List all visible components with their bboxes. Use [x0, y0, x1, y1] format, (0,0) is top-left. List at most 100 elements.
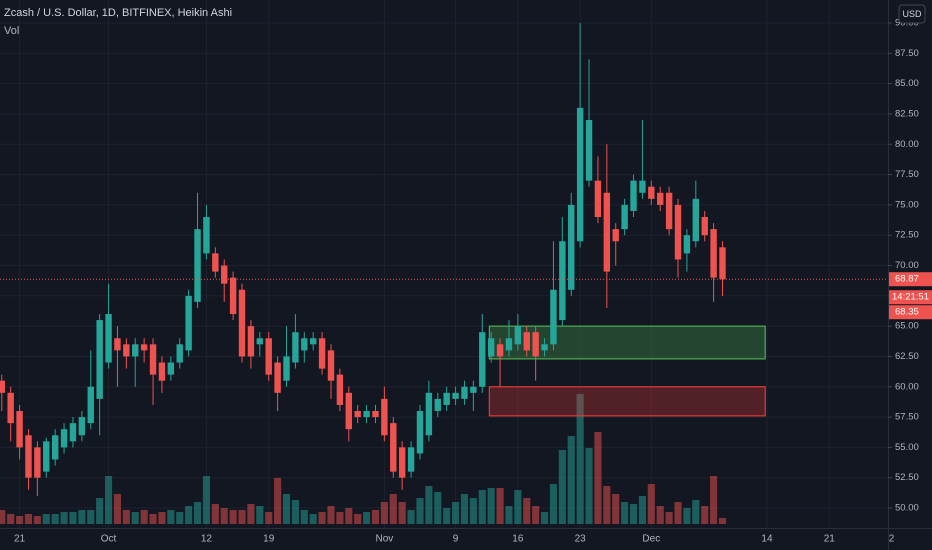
candle-body [487, 338, 495, 357]
candle-body [559, 241, 566, 321]
axes: 50.0052.5055.0057.5060.0062.5065.0067.50… [14, 18, 932, 545]
volume-bar [523, 498, 531, 524]
candle-body [60, 429, 68, 448]
countdown-box [889, 290, 932, 305]
volume-bar [621, 502, 629, 524]
volume-bar [300, 510, 308, 524]
candle-body [43, 441, 50, 472]
volume-bar [33, 516, 41, 524]
volume-bar [274, 478, 282, 524]
volume-bar [229, 510, 237, 524]
candle-body [203, 217, 210, 254]
candle-body [167, 362, 175, 375]
x-tick-label: 21 [14, 534, 26, 545]
candle-body [665, 192, 673, 230]
candle-body [274, 362, 281, 393]
volume-bar [96, 498, 104, 524]
volume-bar [0, 510, 6, 524]
candle-body [719, 247, 726, 280]
candle-body [621, 204, 628, 230]
volume-bar [407, 510, 415, 524]
volume-bar [131, 512, 139, 524]
candle-body [585, 120, 593, 181]
candle-body [327, 350, 335, 381]
candle-body [630, 180, 637, 211]
volume-bar [327, 506, 335, 524]
candle-body [114, 338, 121, 351]
candle-body [96, 320, 103, 399]
y-tick-label: 77.50 [895, 169, 919, 180]
volume-bar [692, 500, 700, 524]
candle-body [372, 411, 379, 418]
volume-bar [122, 510, 130, 524]
candle-body [336, 374, 344, 405]
last-price-box [889, 272, 932, 287]
volume-bar [193, 502, 202, 524]
candle-body [683, 235, 691, 254]
candle-body [309, 338, 317, 345]
candle-body [479, 332, 486, 387]
candle-body [176, 344, 183, 363]
x-tick-label: 23 [575, 534, 587, 545]
candle-body [221, 265, 228, 284]
candle-body [612, 229, 619, 242]
candle-body [78, 417, 86, 436]
volume-bar [354, 514, 362, 524]
candle-body [692, 198, 700, 242]
candle-body [541, 344, 548, 351]
volume-bar [60, 512, 68, 524]
volume-bar [113, 494, 122, 524]
candle-body [185, 295, 192, 351]
candle-body [292, 332, 299, 363]
y-tick-label: 72.50 [895, 230, 919, 241]
volume-bar [718, 518, 727, 524]
candle-body [398, 447, 406, 478]
x-tick-label: 9 [453, 534, 459, 545]
candle-body [425, 392, 433, 436]
y-tick-label: 80.00 [895, 139, 919, 150]
currency[interactable]: USD [902, 9, 922, 19]
volume-bar [140, 510, 148, 524]
volume-bar [647, 484, 655, 524]
candle-body [648, 186, 655, 199]
candle-body [345, 392, 352, 430]
volume-bar [549, 484, 558, 524]
candle-body [532, 332, 539, 357]
candle-body [568, 204, 575, 290]
volume-bar [585, 448, 593, 524]
candle-body [105, 314, 112, 363]
volume-bar [211, 504, 219, 524]
volume-bar [389, 494, 397, 524]
volume-bar [567, 436, 575, 524]
volume-bar [425, 486, 433, 524]
candle-body [0, 380, 5, 393]
prev-price-box [889, 305, 932, 320]
volume-bar [487, 488, 495, 524]
volume-bar [558, 450, 566, 524]
grid [0, 0, 888, 528]
volume-bar [665, 512, 673, 524]
candle-body [496, 344, 504, 357]
currency-box[interactable] [898, 4, 926, 24]
volume-bar [656, 506, 664, 524]
candle-body [301, 338, 308, 351]
x-tick-label: 19 [263, 534, 275, 545]
volume-bar [532, 506, 540, 524]
volume-bar [87, 510, 95, 524]
volume-bar [363, 512, 371, 524]
volume-bar [238, 510, 246, 524]
candle-body [407, 447, 415, 472]
x-tick-label: 12 [201, 534, 213, 545]
volume-bar [176, 512, 184, 524]
candle-body [381, 398, 388, 436]
volume-bar [434, 492, 442, 524]
volume-bar [336, 512, 344, 524]
candle-body [701, 217, 708, 236]
x-tick-label: 21 [824, 534, 836, 545]
y-tick-label: 82.50 [895, 108, 919, 119]
volume-bar [380, 502, 388, 524]
volume-bar [452, 502, 460, 524]
